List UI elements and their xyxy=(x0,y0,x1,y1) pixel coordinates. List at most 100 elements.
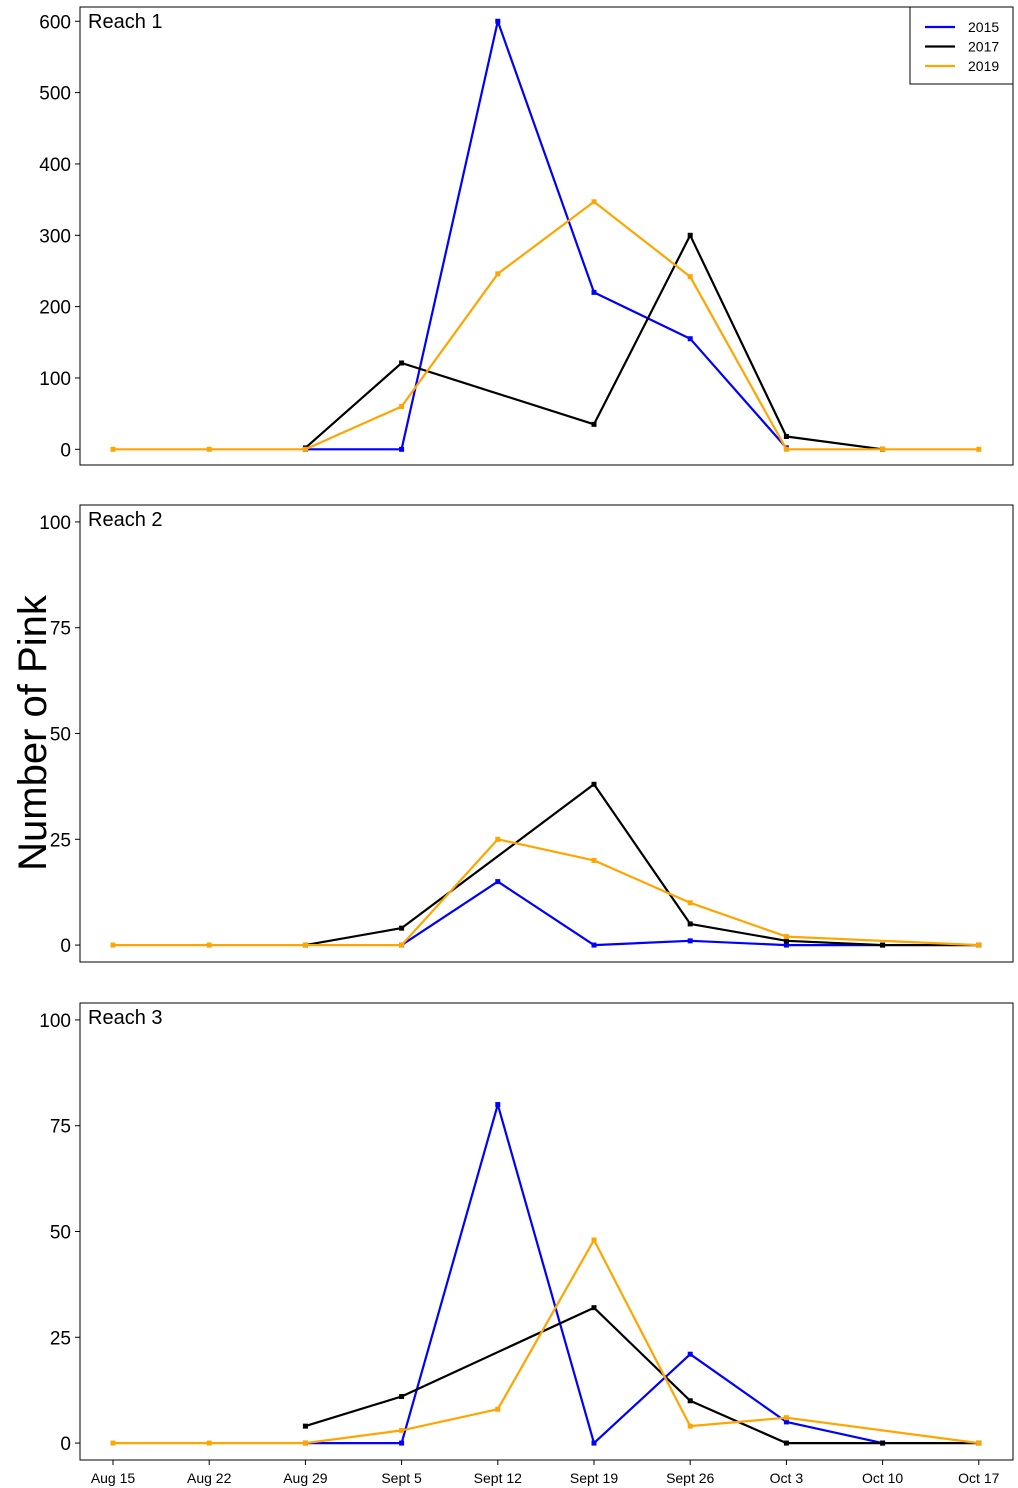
legend-label: 2017 xyxy=(968,39,999,55)
y-axis-label: Number of Pink xyxy=(11,594,55,871)
data-point xyxy=(687,938,693,944)
data-point xyxy=(399,446,405,452)
data-point xyxy=(591,781,597,787)
data-point xyxy=(206,446,212,452)
y-tick-label: 100 xyxy=(39,369,71,390)
data-point xyxy=(495,836,501,842)
series-line-2015 xyxy=(305,1103,883,1445)
data-point xyxy=(687,1398,693,1404)
y-tick-label: 0 xyxy=(60,1434,71,1455)
data-point xyxy=(591,857,597,863)
y-tick-label: 600 xyxy=(39,12,71,33)
plot-frame xyxy=(79,1002,1014,1461)
data-point xyxy=(399,360,405,366)
y-tick-label: 50 xyxy=(50,1223,71,1244)
data-point xyxy=(302,446,308,452)
series-line-2017 xyxy=(304,234,883,451)
x-tick-label: Sept 19 xyxy=(570,1470,618,1486)
data-point xyxy=(206,942,212,948)
series-line-2019 xyxy=(113,838,979,947)
x-tick-label: Oct 17 xyxy=(958,1470,999,1486)
data-point xyxy=(880,942,886,948)
panel-title: Reach 2 xyxy=(88,509,163,531)
data-point xyxy=(687,232,693,238)
data-point xyxy=(399,1394,405,1400)
x-tick-label: Oct 10 xyxy=(862,1470,903,1486)
x-tick-label: Sept 12 xyxy=(474,1470,522,1486)
y-tick-label: 50 xyxy=(50,725,71,746)
y-tick-label: 0 xyxy=(60,936,71,957)
panel-title: Reach 3 xyxy=(88,1007,163,1029)
data-point xyxy=(495,879,501,885)
data-point xyxy=(880,446,886,452)
panel-3: 0 25 50 75 100 Reach 3 Aug 15 Aug 22 Aug 29 Sept … xyxy=(39,1002,1014,1486)
data-point xyxy=(206,1440,212,1446)
data-point xyxy=(399,925,405,931)
y-tick-label: 75 xyxy=(50,619,71,640)
data-point xyxy=(591,1237,597,1243)
plot-frame xyxy=(79,504,1014,963)
data-point xyxy=(687,900,693,906)
y-tick-label: 500 xyxy=(39,84,71,105)
data-point xyxy=(302,1440,308,1446)
data-point xyxy=(783,1419,789,1425)
x-tick-label: Oct 3 xyxy=(770,1470,804,1486)
series-line-2017 xyxy=(305,783,979,947)
series-line-2015 xyxy=(305,20,788,451)
data-point xyxy=(591,289,597,295)
data-point xyxy=(399,1440,405,1446)
x-tick-label: Sept 5 xyxy=(381,1470,422,1486)
data-point xyxy=(880,1440,886,1446)
data-point xyxy=(783,1415,789,1421)
data-point xyxy=(495,18,501,24)
data-point xyxy=(687,274,693,280)
data-point xyxy=(591,421,597,427)
data-point xyxy=(976,446,982,452)
data-point xyxy=(302,942,308,948)
data-point xyxy=(495,271,501,277)
y-tick-label: 0 xyxy=(60,440,71,461)
x-tick-label: Sept 26 xyxy=(666,1470,714,1486)
legend: 2015 2017 2019 xyxy=(909,6,1014,85)
legend-label: 2015 xyxy=(968,19,999,35)
data-point xyxy=(783,942,789,948)
panel-title: Reach 1 xyxy=(88,11,163,33)
data-point xyxy=(495,1406,501,1412)
y-tick-label: 200 xyxy=(39,298,71,319)
series-line-2019 xyxy=(113,200,979,451)
data-point xyxy=(495,1102,501,1108)
y-tick-label: 100 xyxy=(39,513,71,534)
x-tick-label: Aug 22 xyxy=(187,1470,232,1486)
data-point xyxy=(783,938,789,944)
y-tick-label: 25 xyxy=(50,830,71,851)
data-point xyxy=(302,1423,308,1429)
data-point xyxy=(976,942,982,948)
legend-label: 2019 xyxy=(968,58,999,74)
x-tick-label: Aug 29 xyxy=(283,1470,328,1486)
data-point xyxy=(399,1427,405,1433)
data-point xyxy=(783,934,789,940)
y-tick-label: 25 xyxy=(50,1328,71,1349)
y-tick-label: 100 xyxy=(39,1011,71,1032)
data-point xyxy=(783,433,789,439)
x-tick-label: Aug 15 xyxy=(91,1470,136,1486)
data-point xyxy=(110,446,116,452)
y-tick-label: 300 xyxy=(39,226,71,247)
data-point xyxy=(110,1440,116,1446)
data-point xyxy=(687,1351,693,1357)
y-tick-label: 75 xyxy=(50,1117,71,1138)
y-tick-label: 400 xyxy=(39,155,71,176)
data-point xyxy=(783,446,789,452)
data-point xyxy=(687,921,693,927)
data-point xyxy=(591,1305,597,1311)
data-point xyxy=(591,1440,597,1446)
data-point xyxy=(399,942,405,948)
panel-2: 0 25 50 75 100 Reach 2 xyxy=(39,504,1014,963)
panel-1: 0 100 200 300 400 500 600 Reach 1 2015 2017 2019 xyxy=(39,6,1014,466)
data-point xyxy=(687,336,693,342)
series-line-2015 xyxy=(400,880,883,947)
data-point xyxy=(687,1423,693,1429)
plot-frame xyxy=(79,6,1014,466)
data-point xyxy=(110,942,116,948)
